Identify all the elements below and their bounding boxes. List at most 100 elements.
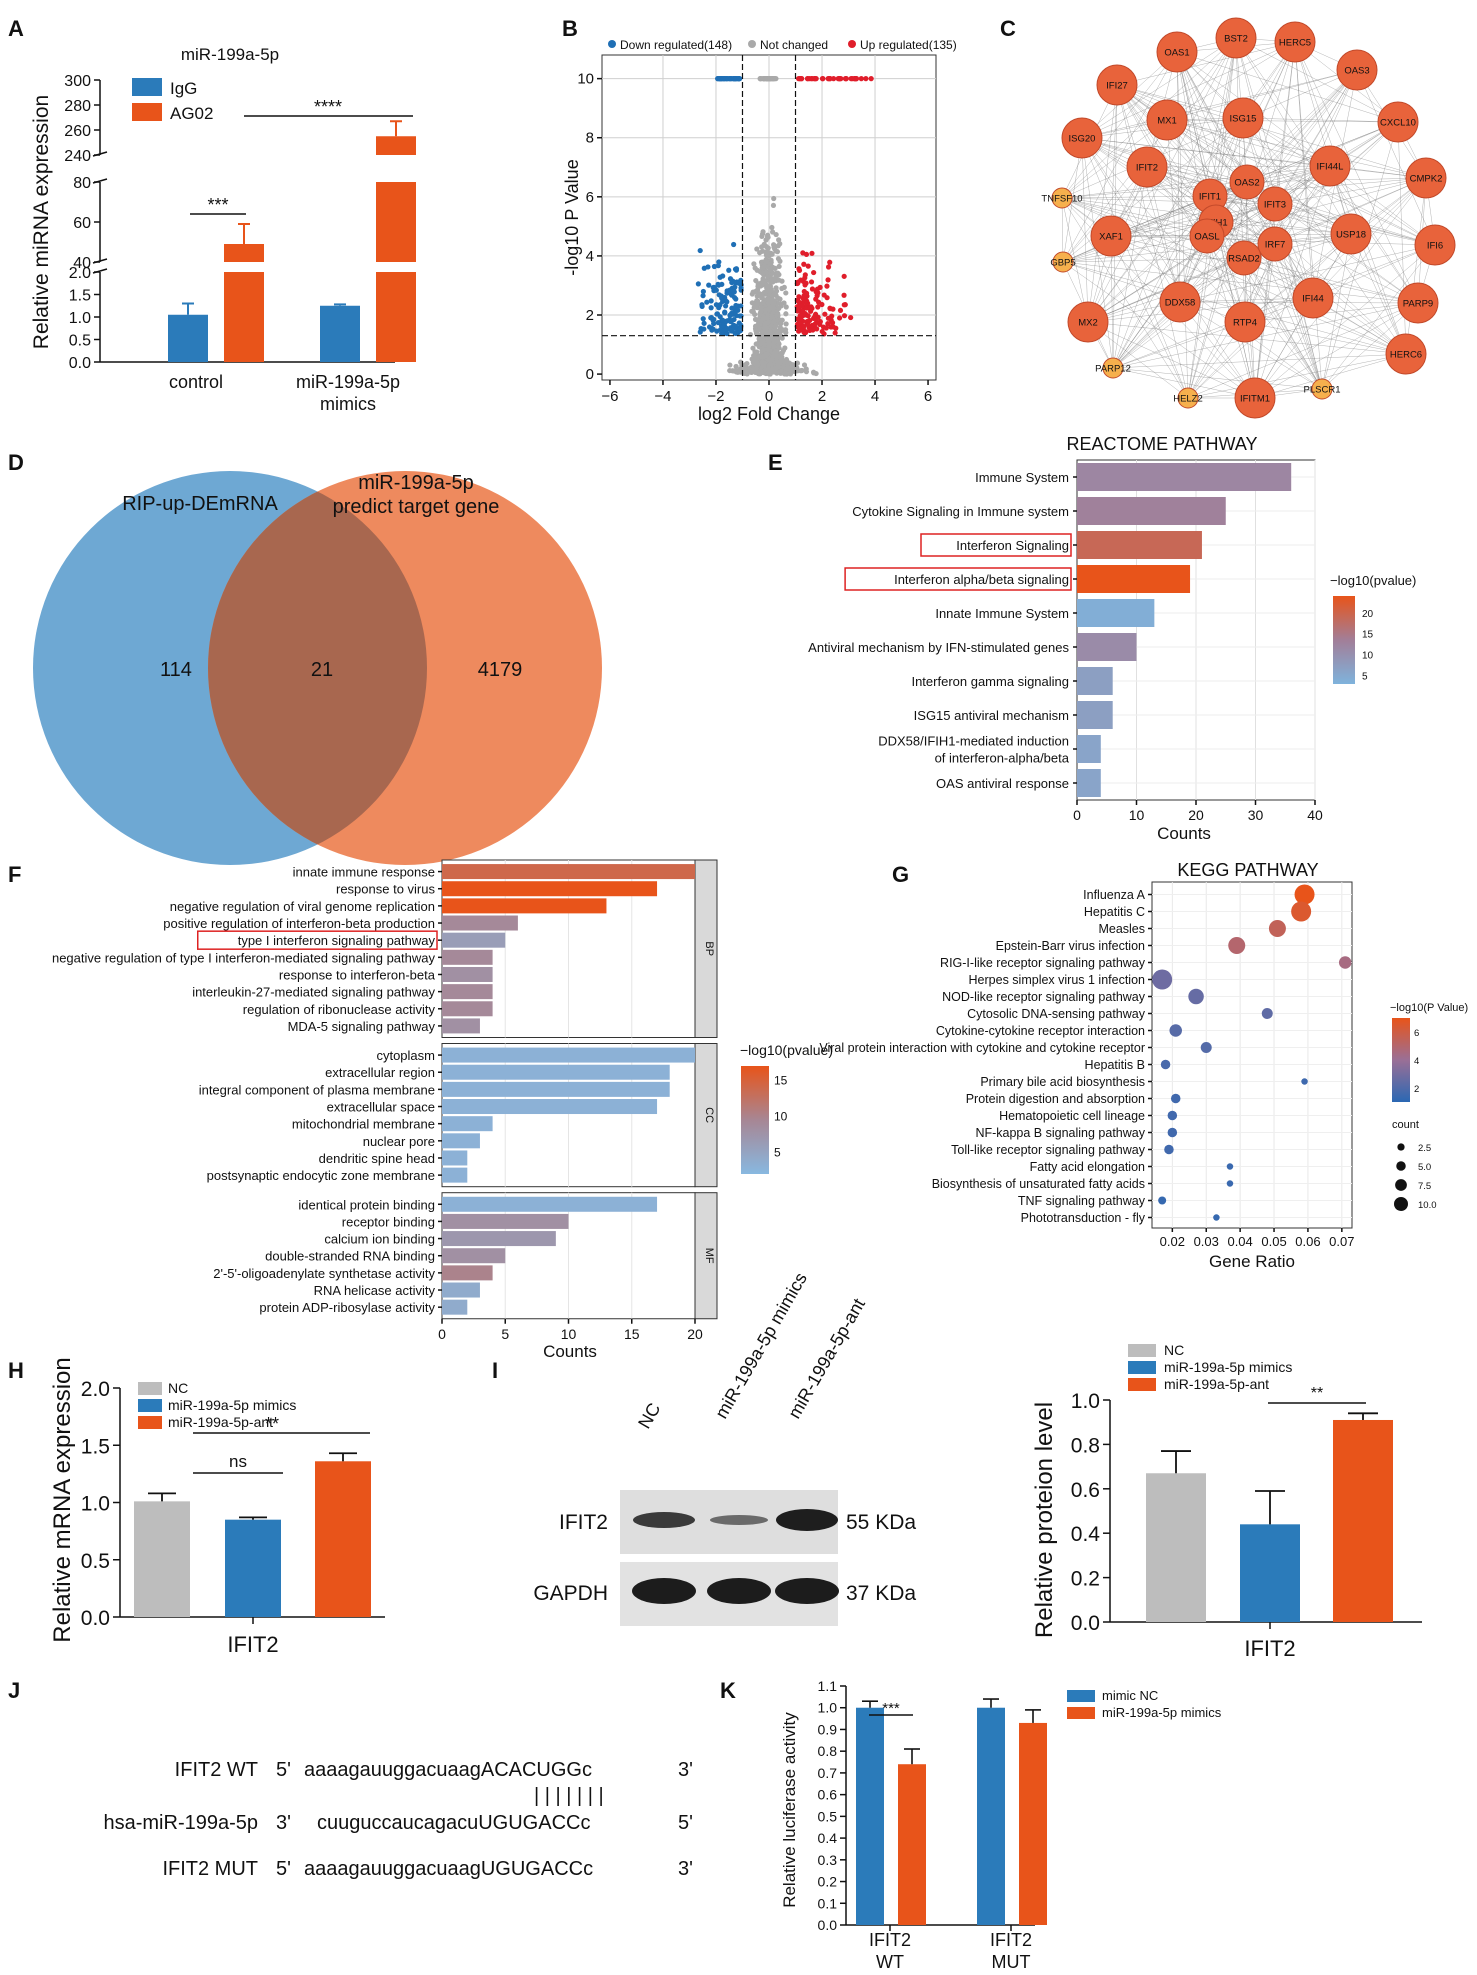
panel-c-edge (1081, 137, 1181, 303)
panel-b-point-up (841, 292, 847, 298)
panel-b-point (760, 229, 766, 235)
panel-k-bar (1019, 1722, 1047, 1925)
panel-b-point (763, 243, 769, 250)
panel-b-point-down (723, 303, 729, 309)
panel-b-point-down (733, 330, 739, 337)
panel-f-bar (442, 1231, 556, 1247)
panel-c-edge (1081, 41, 1296, 139)
panel-f-facet-label: CC (703, 1107, 715, 1123)
panel-c-node (1052, 251, 1074, 273)
panel-b-point-up (822, 311, 828, 317)
panel-h-bar (134, 1501, 190, 1617)
panel-c-edge (1209, 195, 1436, 246)
panel-h-sig-label: ** (265, 1414, 279, 1434)
panel-f-bar (442, 1081, 670, 1097)
panel-j-seq-prime3: 3' (678, 1858, 693, 1880)
panel-e-category-label: of interferon-alpha/beta (935, 751, 1070, 766)
panel-b-point-down (724, 299, 730, 305)
panel-h-bar (315, 1461, 371, 1617)
panel-c-edge (1112, 297, 1314, 369)
panel-e-bar (1077, 599, 1155, 627)
panel-b-point-up (807, 327, 813, 334)
panel-b-point-down (727, 312, 733, 319)
panel-b-point-up (812, 321, 818, 327)
panel-c-edge (1206, 69, 1358, 237)
panel-b-point-down (706, 282, 712, 288)
panel-c-edge (1110, 84, 1118, 237)
panel-b-point (759, 248, 766, 254)
panel-c-edge (1087, 297, 1314, 323)
panel-f-category-label: nuclear pore (363, 1134, 435, 1149)
panel-g-x-tick-label: 0.04 (1227, 1234, 1252, 1249)
panel-b-point-up (797, 313, 803, 319)
panel-c-edge (1187, 165, 1331, 399)
panel-c-edge (1061, 197, 1276, 205)
panel-b-point-down (708, 298, 714, 304)
panel-b-point (774, 334, 780, 340)
panel-b-point-up (837, 307, 844, 314)
panel-f-bar (442, 1265, 493, 1281)
panel-e-bar (1077, 497, 1226, 525)
panel-j-seq-name: IFIT2 WT (175, 1759, 258, 1781)
panel-k-y-tick-label: 0.5 (818, 1808, 838, 1824)
panel-b-point (754, 267, 760, 273)
panel-i-western-blot: NC miR-199a-5p mimicsmiR-199a-5p-antIFIT2… (533, 1269, 916, 1626)
panel-b-point (769, 357, 775, 364)
panel-b-point-up (805, 322, 811, 328)
panel-i2-legend-label: NC (1164, 1342, 1184, 1358)
panel-b-point-up (799, 76, 805, 82)
panel-c-node-label: IRF7 (1265, 240, 1286, 251)
panel-i-band-ifit2 (633, 1512, 695, 1528)
panel-e-category-label: Immune System (975, 470, 1069, 485)
panel-i-lane-label: NC (634, 1399, 664, 1432)
panel-g-category-label: Viral protein interaction with cytokine … (819, 1041, 1145, 1055)
panel-b-point-up (832, 330, 838, 336)
panel-g-dot (1158, 1196, 1167, 1205)
panel-c-edge (1062, 257, 1245, 263)
panel-b-point (747, 369, 753, 375)
panel-g-category-label: Influenza A (1083, 888, 1146, 902)
panel-c-edge (1321, 233, 1352, 390)
panel-b-point (744, 360, 750, 367)
panel-e-category-label: Antiviral mechanism by IFN-stimulated ge… (808, 640, 1069, 655)
panel-a-y-tick-label: 40 (73, 255, 91, 272)
panel-c-node (1096, 64, 1138, 106)
panel-f-bar (442, 932, 506, 948)
panel-b-point-up (863, 76, 869, 82)
panel-i-band-name: GAPDH (533, 1582, 608, 1605)
panel-c-edge (1087, 84, 1118, 323)
panel-f-bar (442, 1196, 658, 1212)
panel-b-point-up (848, 314, 854, 321)
panel-b-point-down (705, 264, 711, 270)
panel-c-node (1257, 186, 1293, 222)
panel-i2-y-tick-label: 1.0 (1071, 1390, 1100, 1413)
panel-c-edge (1061, 51, 1178, 199)
panel-b-point (779, 350, 785, 356)
panel-c-node (1385, 333, 1427, 375)
panel-b-point (756, 290, 762, 297)
panel-d-intersection (208, 471, 427, 865)
panel-a-y-tick-label: 80 (73, 175, 91, 192)
panel-c-edge (1062, 137, 1083, 263)
panel-c-edge (1087, 244, 1436, 323)
panel-b-y-tick-label: 2 (586, 307, 594, 324)
panel-f-category-label: interleukin-27-mediated signaling pathwa… (192, 985, 435, 1000)
panel-g-colorbar-tick-label: 6 (1414, 1028, 1419, 1039)
panel-c-node (1146, 99, 1188, 141)
panel-b-point-up (809, 250, 815, 256)
panel-k-x-label: IFIT2 (869, 1930, 911, 1950)
panel-k-y-tick-label: 0.7 (818, 1765, 838, 1781)
panel-f-legend-title: −log10(pvalue) (740, 1042, 833, 1058)
panel-g-category-label: TNF signaling pathway (1018, 1194, 1146, 1208)
panel-f-x-tick-label: 20 (687, 1326, 703, 1342)
panel-c-node (1292, 277, 1334, 319)
panel-c-edge (1116, 41, 1296, 86)
panel-labels: A B C D E F G H I J K (8, 16, 1016, 1703)
panel-h-ylabel: Relative mRNA expression (49, 1357, 76, 1642)
panel-c-edge (1146, 166, 1352, 235)
panel-h-legend-label: NC (168, 1380, 188, 1396)
panel-c-node (1274, 21, 1316, 63)
panel-b-point-up (808, 308, 814, 314)
panel-b-point (760, 300, 766, 306)
panel-b-point (727, 367, 733, 374)
